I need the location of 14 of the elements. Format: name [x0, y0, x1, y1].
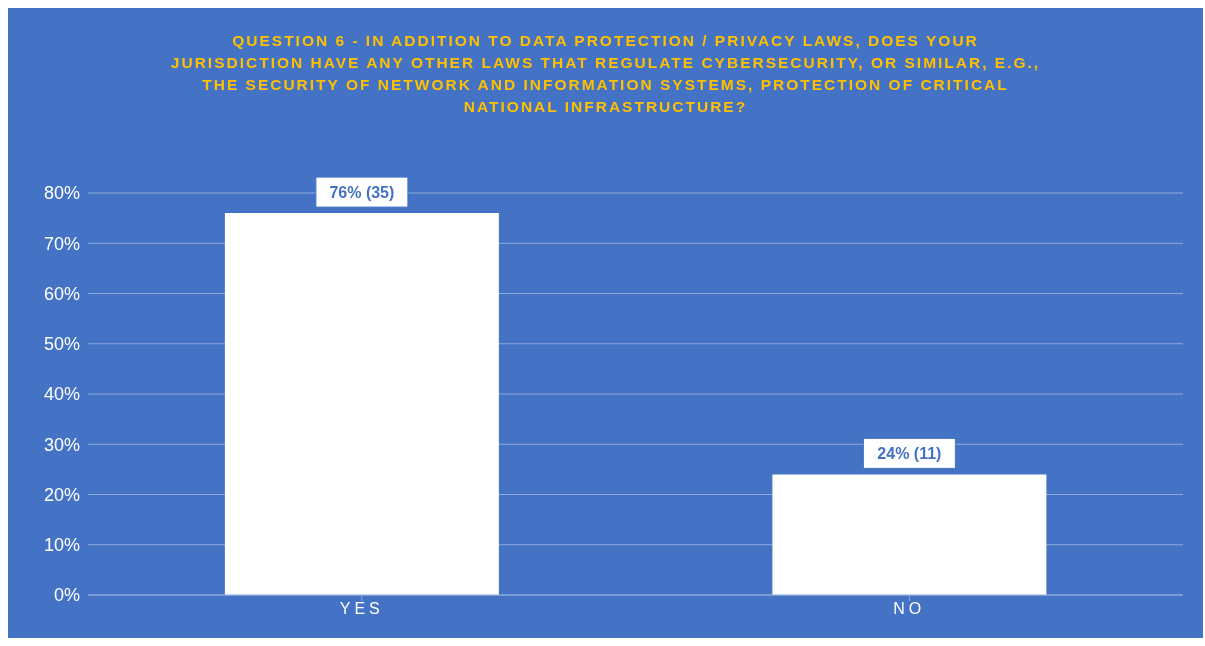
y-tick-label: 0%: [53, 585, 80, 606]
y-tick-label: 40%: [43, 384, 80, 405]
y-tick-label: 60%: [43, 283, 80, 304]
data-label: 24% (11): [877, 445, 942, 463]
y-tick-label: 50%: [43, 334, 80, 355]
y-tick-label: 30%: [43, 434, 80, 455]
chart-title: QUESTION 6 - IN ADDITION TO DATA PROTECTION / PRIVACY LAWS, DOES YOUR JURISDICTION HAVE ANY OTHER LAWS THAT REGULATE CYBERSECURITY, OR SIMILAR, E.G., THE SECURITY OF NETWORK AND INFORMATION SYSTEMS, PROTECTION OF CRITICAL NATIONAL INFRASTRUCTURE?: [169, 31, 1042, 117]
x-tick-label: YES: [339, 600, 384, 618]
y-tick-label: 80%: [43, 183, 80, 204]
y-tick-label: 20%: [43, 484, 80, 505]
data-label: 76% (35): [329, 184, 395, 202]
y-tick-label: 70%: [43, 233, 80, 254]
x-tick-label: NO: [893, 600, 926, 618]
y-tick-label: 10%: [43, 535, 80, 556]
